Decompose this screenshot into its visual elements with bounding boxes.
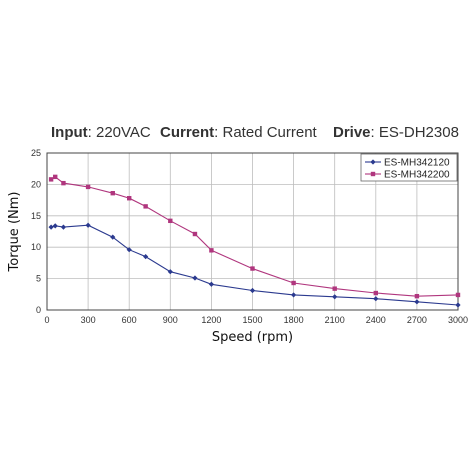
y-axis-title: Torque (Nm) (7, 192, 22, 273)
current-label: Current (160, 124, 215, 141)
data-point (192, 231, 198, 237)
x-tick-label: 3000 (448, 315, 468, 325)
x-tick-label: 1800 (284, 315, 304, 325)
x-tick-label: 2100 (325, 315, 345, 325)
x-tick-label: 300 (81, 315, 96, 325)
data-point (48, 177, 54, 182)
x-tick-label: 2400 (366, 315, 386, 325)
data-point (60, 224, 67, 230)
data-point (53, 174, 58, 180)
legend-marker (370, 171, 376, 177)
y-tick-label: 20 (31, 179, 41, 189)
data-point (455, 292, 461, 298)
series-1 (48, 222, 461, 308)
x-tick-label: 900 (163, 315, 178, 325)
x-tick-label: 1200 (201, 315, 221, 325)
data-point (332, 294, 338, 300)
data-point (209, 248, 214, 253)
input-value: : 220VAC (87, 124, 151, 141)
x-tick-label: 2700 (407, 315, 427, 325)
data-point (192, 275, 198, 281)
data-point (61, 180, 66, 186)
y-tick-label: 0 (36, 305, 41, 315)
data-point (85, 222, 91, 228)
data-point (291, 292, 297, 298)
data-point (249, 287, 256, 294)
y-tick-label: 10 (31, 242, 41, 252)
data-point (143, 254, 149, 260)
input-label: Input (51, 124, 88, 141)
input-spec: Input: 220VAC (51, 124, 151, 141)
current-value: : Rated Current (214, 124, 317, 141)
x-tick-label: 0 (44, 315, 49, 325)
legend-box (360, 153, 458, 182)
x-tick-label: 600 (122, 315, 137, 325)
drive-label: Drive (333, 124, 371, 141)
current-spec: Current: Rated Current (160, 124, 317, 141)
data-series (48, 174, 461, 308)
data-point (250, 266, 255, 271)
axis-ticks: 0 300 600 900 1200 1500 1800 2100 2400 2700 3000 0 5… (31, 148, 468, 325)
data-point (126, 247, 132, 253)
data-point (85, 184, 91, 190)
data-point (332, 286, 337, 291)
data-point (455, 302, 461, 308)
data-point (414, 299, 420, 305)
legend-label: ES-MH342120 (384, 158, 450, 169)
data-point (168, 218, 173, 224)
data-point (143, 204, 148, 209)
x-axis-title: Speed (rpm) (212, 330, 293, 345)
series-2 (48, 174, 461, 299)
y-tick-label: 5 (36, 274, 41, 284)
data-point (52, 223, 58, 229)
data-point (208, 281, 214, 287)
drive-value: : ES-DH2308 (370, 124, 459, 141)
series-line (50, 224, 459, 306)
legend-marker (370, 159, 376, 165)
data-point (110, 234, 116, 240)
data-point (48, 224, 54, 230)
series-line (50, 176, 459, 297)
data-point (110, 190, 115, 196)
y-tick-label: 15 (31, 211, 41, 221)
y-tick-label: 25 (31, 148, 41, 158)
x-tick-label: 1500 (242, 315, 262, 325)
data-point (127, 196, 132, 201)
data-point (373, 296, 379, 302)
data-point (291, 280, 296, 286)
plot-frame (46, 152, 459, 311)
data-point (373, 290, 378, 296)
legend-label: ES-MH342200 (384, 170, 450, 181)
data-point (414, 293, 420, 299)
drive-spec: Drive: ES-DH2308 (333, 124, 459, 141)
data-point (167, 269, 173, 275)
chart-header: Input: 220VAC Current: Rated Current Dri… (0, 124, 474, 144)
